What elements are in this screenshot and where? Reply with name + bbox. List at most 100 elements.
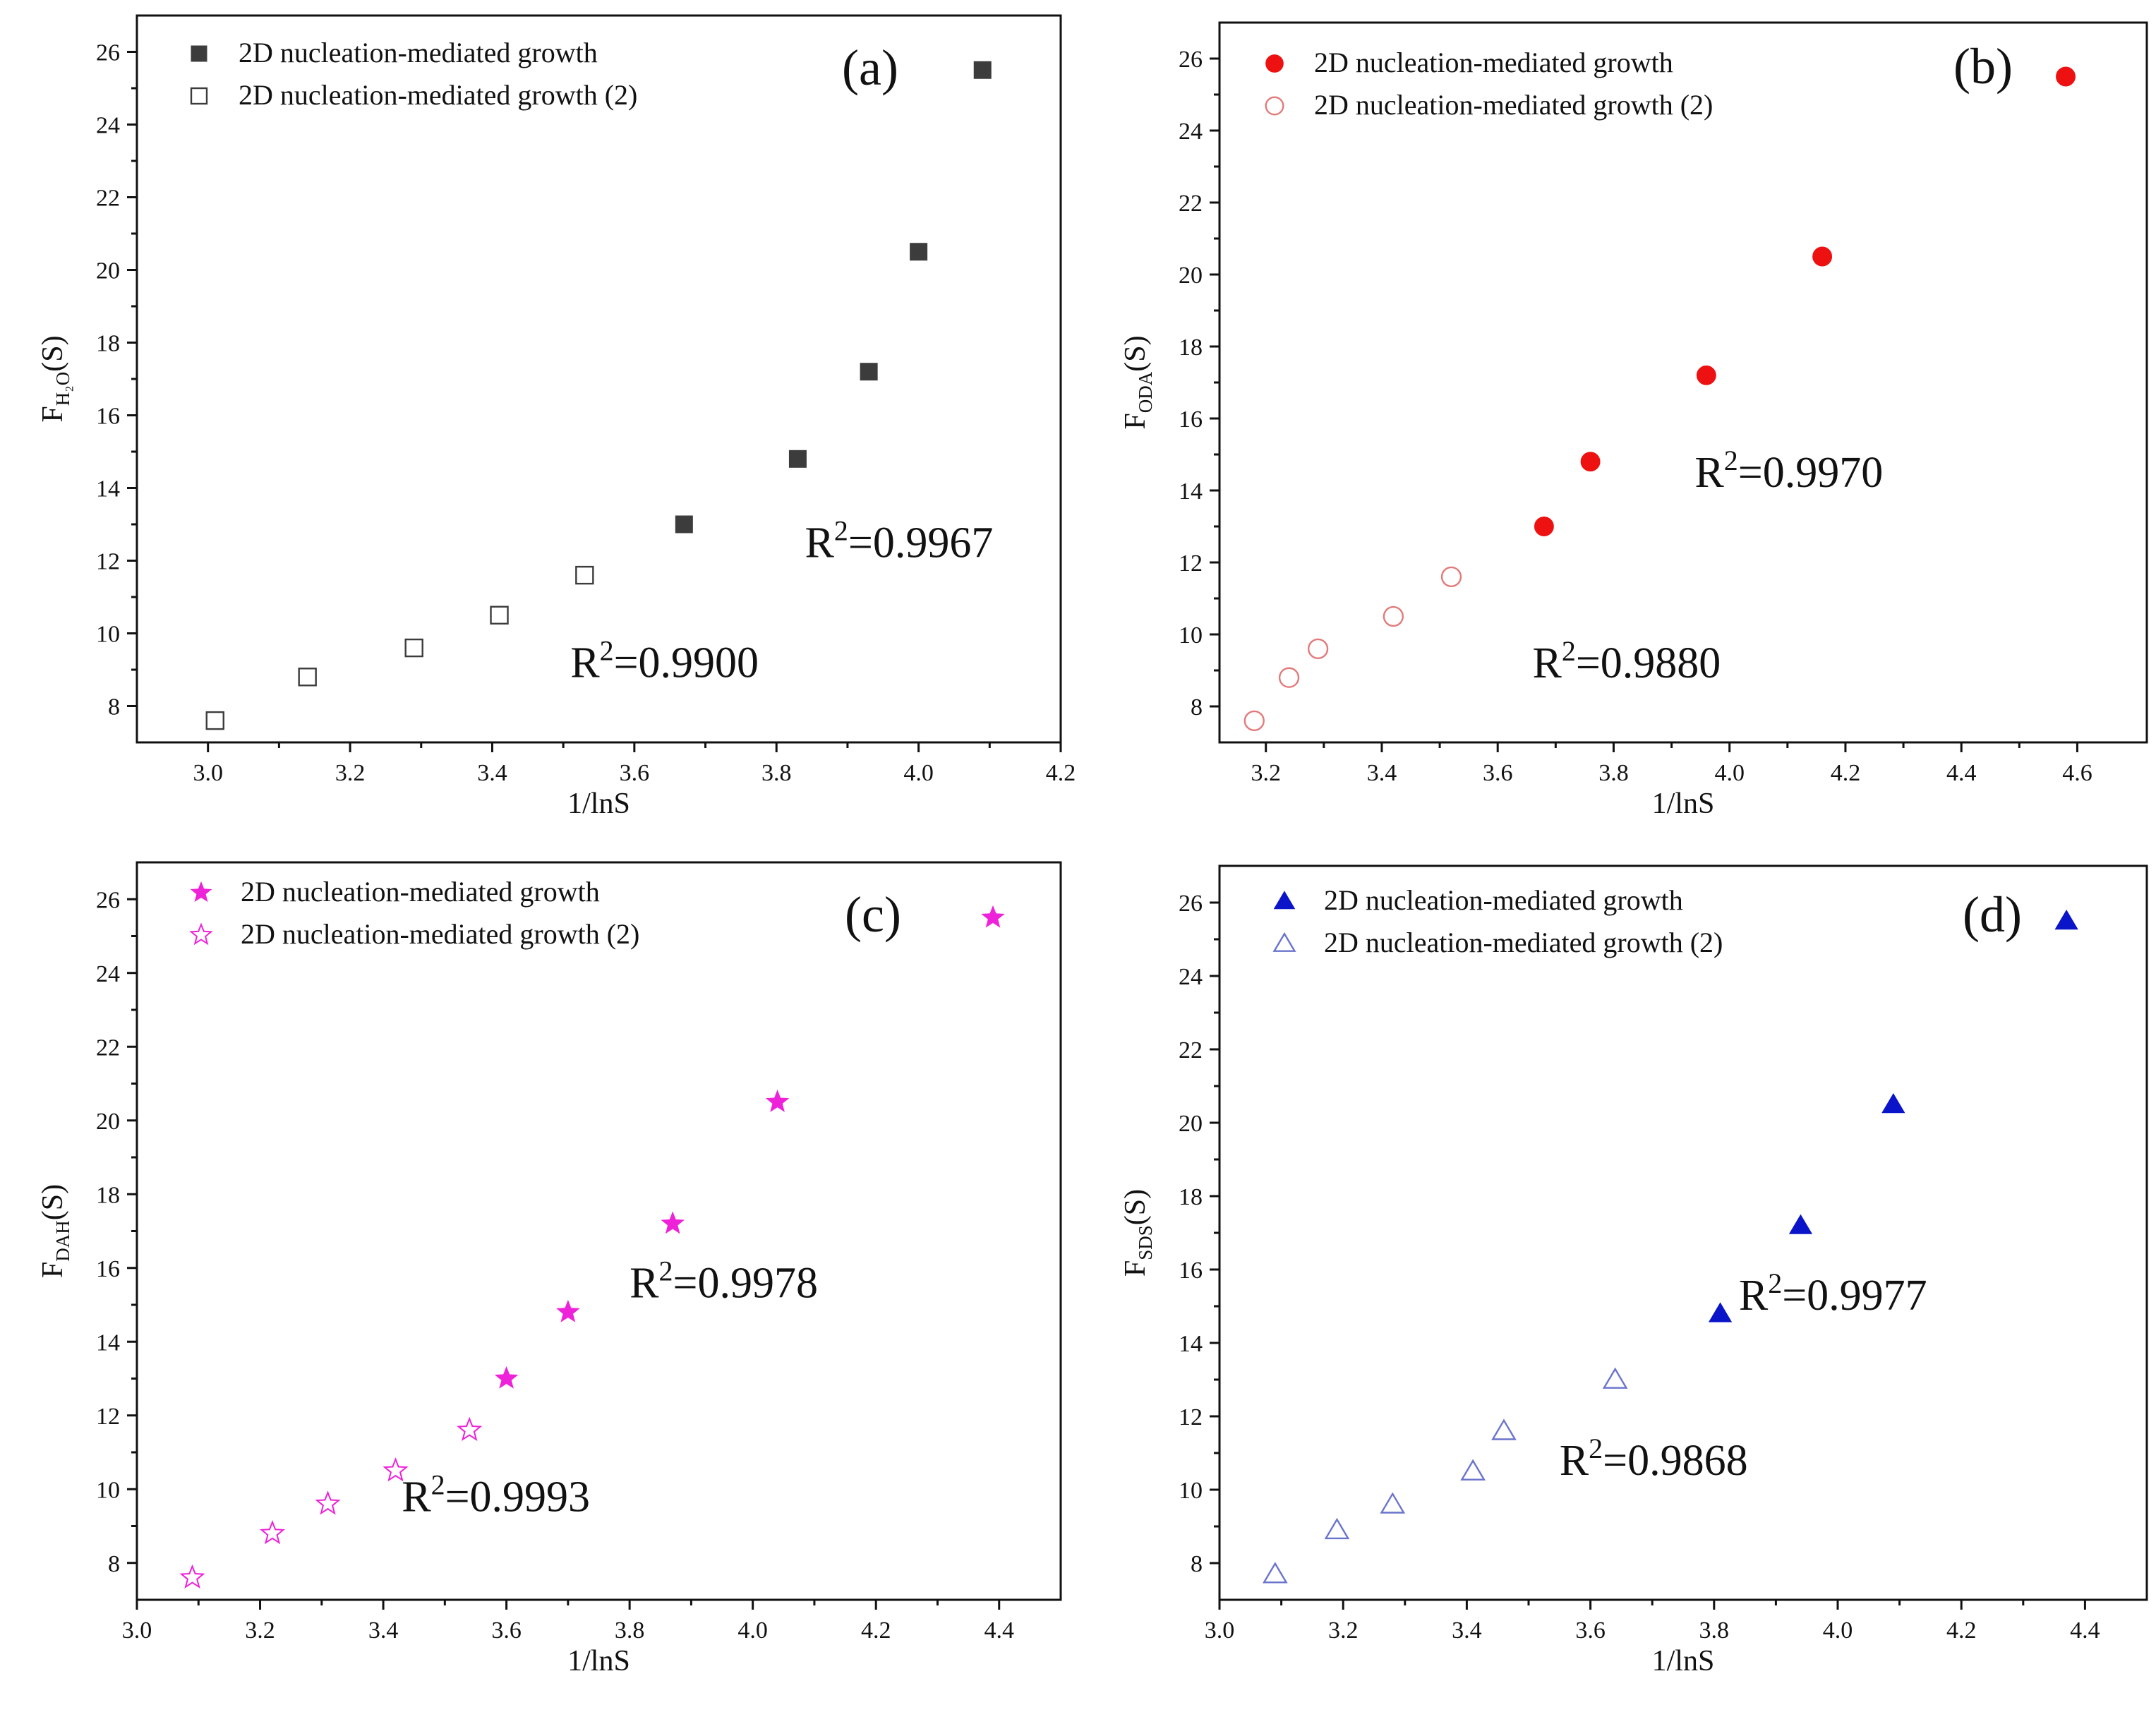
y-axis-title: FH₂O(S) [37, 335, 73, 422]
x-tick-label: 3.2 [1328, 1617, 1359, 1644]
y-tick-label: 24 [1179, 119, 1203, 145]
x-tick-label: 4.0 [737, 1617, 768, 1644]
y-axis-title-suffix: (S) [1119, 335, 1152, 371]
y-axis: 8 10 12 14 16 18 20 22 24 26 [1179, 891, 1219, 1577]
x-tick-label: 3.6 [620, 760, 650, 786]
panel-label: (b) [1953, 38, 2013, 95]
panel-label: (d) [1963, 886, 2022, 943]
legend: 2D nucleation-mediated growth 2D nucleati… [1265, 47, 1713, 121]
x-tick-label: 3.8 [761, 760, 792, 786]
x-tick-label: 3.2 [335, 760, 366, 786]
data-point [2054, 910, 2078, 930]
x-axis: 3.0 3.2 3.4 3.6 3.8 4.0 4.2 4.4 [1205, 1600, 2100, 1644]
x-tick-label: 3.2 [1251, 760, 1281, 786]
legend-marker [1273, 891, 1296, 910]
r-squared-value: =0.9868 [1603, 1437, 1747, 1485]
y-axis-title: FSDS(S) [1119, 1189, 1156, 1277]
x-tick-label: 3.0 [1205, 1617, 1235, 1644]
data-point [1380, 1492, 1406, 1514]
y-axis-title-main: F [1119, 413, 1152, 429]
x-tick-label: 4.2 [861, 1617, 891, 1644]
y-tick-label: 8 [108, 1551, 120, 1577]
r-squared-annotation: R2=0.9977 [1739, 1267, 1927, 1320]
y-tick-label: 16 [96, 1256, 120, 1282]
series-1: R2=0.9868 [1264, 1369, 1748, 1584]
r-squared-value: =0.9977 [1782, 1272, 1927, 1320]
y-axis-title-subscript: H₂O [52, 372, 73, 406]
y-tick-label: 18 [1179, 334, 1203, 361]
legend-label: 2D nucleation-mediated growth [1324, 884, 1683, 916]
legend-marker [1265, 96, 1284, 116]
r-squared-base: R [1739, 1272, 1769, 1320]
x-tick-label: 4.0 [1823, 1617, 1853, 1644]
y-tick-label: 20 [96, 1109, 120, 1135]
data-point [1383, 605, 1404, 627]
data-point [259, 1520, 286, 1545]
x-tick-label: 3.4 [1367, 760, 1397, 786]
data-point [315, 1490, 341, 1515]
data-point [675, 515, 693, 534]
x-tick-label: 3.8 [615, 1617, 645, 1644]
y-tick-label: 14 [96, 1330, 120, 1356]
data-point [1324, 1517, 1350, 1540]
legend-marker [190, 881, 212, 903]
panel-c: 3.0 3.2 3.4 3.6 3.8 4.0 4.2 4.48101214161820222… [37, 862, 1062, 1677]
data-point [1440, 566, 1462, 588]
y-tick-label: 26 [1179, 891, 1203, 917]
y-axis: 8 10 12 14 16 18 20 22 24 26 [96, 40, 137, 721]
y-tick-label: 22 [1179, 1037, 1203, 1063]
r-squared-base: R [805, 519, 835, 567]
x-tick-label: 3.6 [1575, 1617, 1606, 1644]
y-axis-title-subscript: SDS [1135, 1225, 1156, 1260]
x-axis-title: 1/lnS [567, 1645, 630, 1677]
legend-label: 2D nucleation-mediated growth (2) [1324, 927, 1723, 958]
panel-b: 3.2 3.4 3.6 3.8 4.0 4.2 4.4 4.68101214161820222… [1119, 23, 2148, 820]
data-point [1881, 1093, 1905, 1114]
data-point [575, 565, 594, 585]
y-tick-label: 18 [96, 331, 120, 357]
legend-marker [1265, 54, 1284, 73]
x-tick-label: 4.4 [1946, 760, 1977, 786]
x-tick-label: 3.8 [1598, 760, 1629, 786]
r-squared-superscript: 2 [1562, 635, 1576, 667]
r-squared-annotation: R2=0.9868 [1560, 1433, 1748, 1485]
data-point [910, 243, 928, 261]
y-tick-label: 18 [96, 1182, 120, 1208]
y-tick-label: 24 [96, 113, 120, 139]
legend-marker [189, 922, 213, 946]
data-point [1580, 452, 1601, 472]
y-tick-label: 12 [96, 1404, 120, 1430]
r-squared-superscript: 2 [1768, 1267, 1782, 1299]
legend-marker [191, 45, 207, 62]
r-squared-superscript: 2 [1589, 1433, 1603, 1464]
x-tick-label: 4.2 [1046, 760, 1076, 786]
x-tick-label: 4.2 [1946, 1617, 1977, 1644]
r-squared-annotation: R2=0.9880 [1532, 635, 1721, 687]
data-point [1243, 710, 1265, 732]
panel-d: 3.0 3.2 3.4 3.6 3.8 4.0 4.2 4.48101214161820222… [1119, 866, 2148, 1677]
x-axis-title: 1/lnS [567, 788, 630, 820]
x-axis-title: 1/lnS [1652, 1645, 1715, 1677]
r-squared-value: =0.9978 [673, 1260, 817, 1308]
data-point [981, 905, 1005, 928]
x-tick-label: 3.6 [1483, 760, 1513, 786]
r-squared-annotation: R2=0.9993 [402, 1469, 590, 1521]
r-squared-superscript: 2 [658, 1255, 673, 1287]
data-point [860, 363, 878, 381]
y-tick-label: 10 [1179, 622, 1203, 649]
r-squared-value: =0.9993 [445, 1473, 590, 1521]
data-point [788, 450, 807, 468]
y-tick-label: 14 [1179, 1331, 1203, 1357]
y-tick-label: 26 [96, 887, 120, 913]
data-point [490, 605, 509, 625]
data-point [661, 1211, 685, 1234]
y-axis-title: FDAH(S) [37, 1184, 73, 1278]
legend-label: 2D nucleation-mediated growth (2) [241, 918, 639, 950]
y-tick-label: 20 [96, 258, 120, 284]
data-point [298, 668, 317, 687]
data-point [1696, 365, 1716, 385]
panel-label: (a) [842, 40, 898, 96]
x-tick-label: 3.0 [122, 1617, 152, 1644]
y-axis: 8 10 12 14 16 18 20 22 24 26 [1179, 47, 1219, 721]
